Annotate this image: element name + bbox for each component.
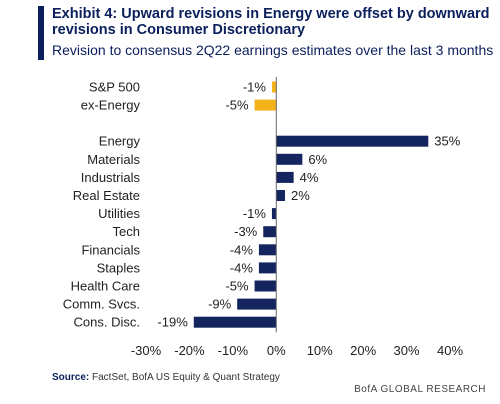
bar	[258, 262, 277, 274]
bar	[254, 99, 277, 111]
category-label: Health Care	[71, 279, 140, 294]
x-tick-label: 30%	[394, 343, 420, 358]
x-tick-label: -20%	[174, 343, 205, 358]
data-label: -3%	[234, 224, 258, 239]
data-label: -9%	[208, 297, 232, 312]
category-label: Tech	[113, 224, 140, 239]
bar	[263, 226, 277, 238]
bar	[276, 171, 294, 183]
bar	[276, 153, 303, 165]
category-label: Industrials	[81, 170, 141, 185]
data-label: -5%	[225, 279, 249, 294]
category-label: Materials	[87, 152, 140, 167]
source-label: Source:	[52, 372, 90, 383]
x-tick-label: 20%	[350, 343, 376, 358]
bar	[254, 280, 277, 292]
category-label: Financials	[81, 242, 140, 257]
chart-subtitle: Revision to consensus 2Q22 earnings esti…	[52, 42, 494, 58]
data-label: -4%	[230, 242, 254, 257]
title-accent-bar	[38, 6, 44, 60]
x-tick-label: -30%	[131, 343, 162, 358]
data-label: 2%	[291, 188, 310, 203]
x-tick-label: 0%	[267, 343, 286, 358]
source-text: FactSet, BofA US Equity & Quant Strategy	[92, 372, 280, 383]
bar	[258, 244, 277, 256]
chart-title: Exhibit 4: Upward revisions in Energy we…	[52, 6, 490, 38]
bar	[193, 316, 277, 328]
category-label: Real Estate	[73, 188, 140, 203]
x-tick-label: 10%	[307, 343, 333, 358]
data-label: 6%	[308, 152, 327, 167]
data-label: -5%	[225, 98, 249, 113]
bar	[276, 190, 285, 201]
x-tick-label: 40%	[437, 343, 463, 358]
data-label: -1%	[243, 80, 267, 95]
data-label: 35%	[434, 134, 460, 149]
category-label: S&P 500	[89, 80, 140, 95]
category-label: Comm. Svcs.	[63, 297, 140, 312]
bar	[271, 81, 277, 93]
source-note: Source: FactSet, BofA US Equity & Quant …	[52, 372, 280, 383]
category-label: ex-Energy	[81, 98, 141, 113]
data-label: -4%	[230, 260, 254, 275]
category-label: Energy	[99, 134, 141, 149]
category-label: Cons. Disc.	[74, 315, 140, 330]
category-label: Utilities	[98, 206, 140, 221]
bar	[237, 298, 277, 310]
bar-chart: S&P 500 -1% ex-Energy -5% Energy 35% Materials…	[63, 77, 463, 358]
bar	[271, 208, 277, 220]
data-label: -1%	[243, 206, 267, 221]
data-label: -19%	[157, 315, 188, 330]
data-label: 4%	[300, 170, 319, 185]
category-label: Staples	[97, 260, 141, 275]
x-tick-label: -10%	[218, 343, 249, 358]
bar	[276, 135, 429, 147]
brand-footer: BofA GLOBAL RESEARCH	[354, 384, 486, 395]
